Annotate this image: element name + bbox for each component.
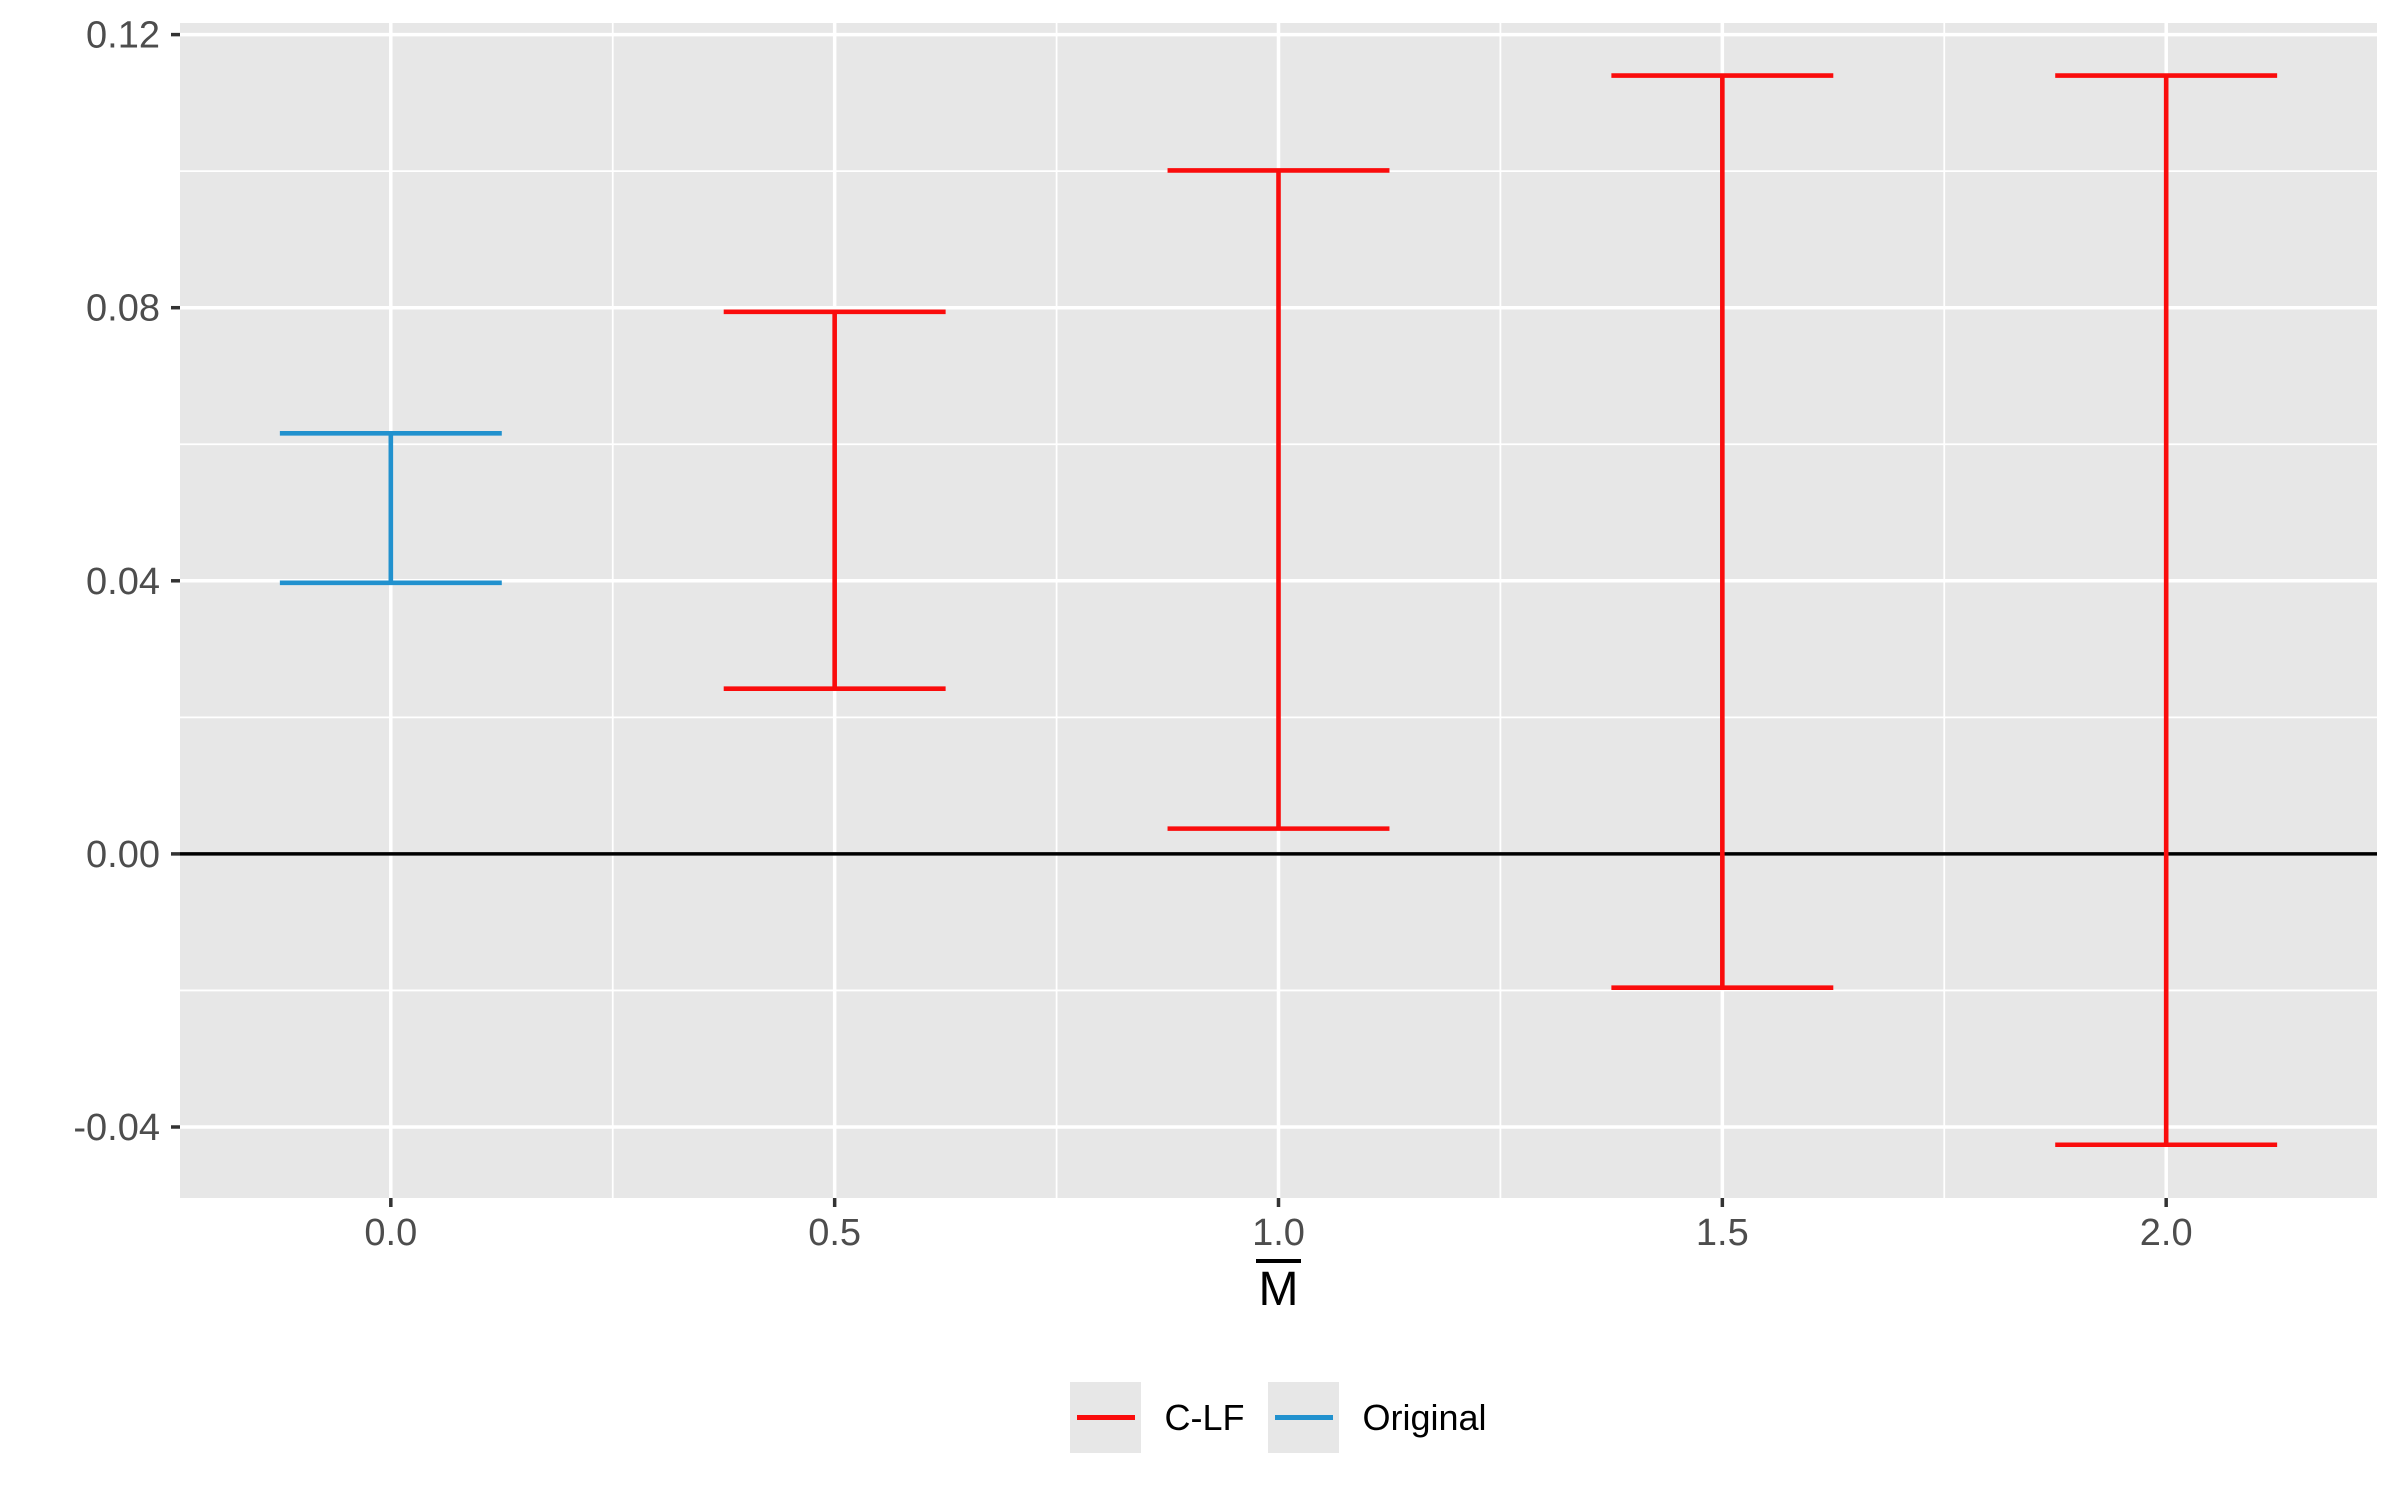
- x-tick-label: 0.0: [364, 1212, 417, 1254]
- axis-ticks: [171, 32, 2168, 1207]
- error-bar-c-lf-x1: [1167, 168, 1390, 831]
- x-tick-labels: 0.0 0.5 1.0 1.5 2.0: [364, 1212, 2192, 1254]
- y-tick-label: 0.04: [86, 561, 160, 603]
- legend-item-clf: C-LF: [1070, 1382, 1244, 1453]
- y-tick-label: 0.12: [86, 15, 160, 57]
- x-tick-label: 1.0: [1252, 1212, 1305, 1254]
- error-bar-c-lf-x1.5: [1611, 73, 1834, 991]
- legend-key-original: [1268, 1382, 1340, 1453]
- legend-line-original-icon: [1274, 1415, 1333, 1420]
- x-tick-label: 1.5: [1696, 1212, 1749, 1254]
- y-tick-label: 0.08: [86, 288, 160, 330]
- y-tick-label: 0.00: [86, 834, 160, 876]
- y-tick-labels: 0.12 0.08 0.04 0.00 -0.04: [73, 15, 160, 1149]
- error-bar-c-lf-x0.5: [723, 309, 946, 691]
- legend-key-clf: [1070, 1382, 1142, 1453]
- x-tick-label: 0.5: [808, 1212, 861, 1254]
- error-bars: [279, 73, 2278, 1148]
- legend-line-clf-icon: [1076, 1415, 1135, 1420]
- x-tick-label: 2.0: [2140, 1212, 2193, 1254]
- legend-label-original: Original: [1362, 1396, 1487, 1438]
- legend-label-clf: C-LF: [1164, 1396, 1245, 1438]
- error-bar-original-x0: [279, 431, 502, 586]
- legend: C-LF Original: [180, 1382, 2377, 1453]
- y-tick-label: -0.04: [73, 1107, 160, 1149]
- legend-item-original: Original: [1268, 1382, 1487, 1453]
- error-bar-c-lf-x2: [2055, 73, 2278, 1148]
